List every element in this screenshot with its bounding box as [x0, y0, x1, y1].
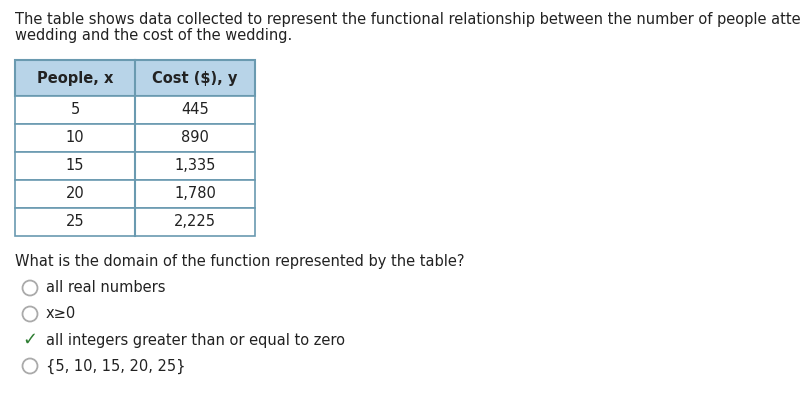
Bar — [15, 60, 255, 96]
Text: all real numbers: all real numbers — [46, 280, 165, 296]
Bar — [15, 96, 255, 124]
Text: 5: 5 — [70, 102, 80, 118]
Text: all integers greater than or equal to zero: all integers greater than or equal to ze… — [46, 332, 345, 348]
Bar — [15, 208, 255, 236]
Text: 10: 10 — [66, 130, 84, 146]
Text: 15: 15 — [66, 158, 84, 174]
Text: 1,335: 1,335 — [174, 158, 216, 174]
Text: Cost ($), y: Cost ($), y — [152, 70, 238, 86]
Text: People, x: People, x — [37, 70, 113, 86]
Text: x≥0: x≥0 — [46, 306, 76, 322]
Text: {5, 10, 15, 20, 25}: {5, 10, 15, 20, 25} — [46, 358, 185, 374]
Text: ✓: ✓ — [22, 331, 38, 349]
Text: 25: 25 — [66, 214, 84, 230]
Bar — [15, 152, 255, 180]
Text: 1,780: 1,780 — [174, 186, 216, 202]
Text: What is the domain of the function represented by the table?: What is the domain of the function repre… — [15, 254, 465, 269]
Text: 890: 890 — [181, 130, 209, 146]
Text: 445: 445 — [181, 102, 209, 118]
Text: The table shows data collected to represent the functional relationship between : The table shows data collected to repres… — [15, 12, 800, 27]
Text: 2,225: 2,225 — [174, 214, 216, 230]
Text: wedding and the cost of the wedding.: wedding and the cost of the wedding. — [15, 28, 292, 43]
Bar — [15, 180, 255, 208]
Bar — [15, 124, 255, 152]
Text: 20: 20 — [66, 186, 84, 202]
